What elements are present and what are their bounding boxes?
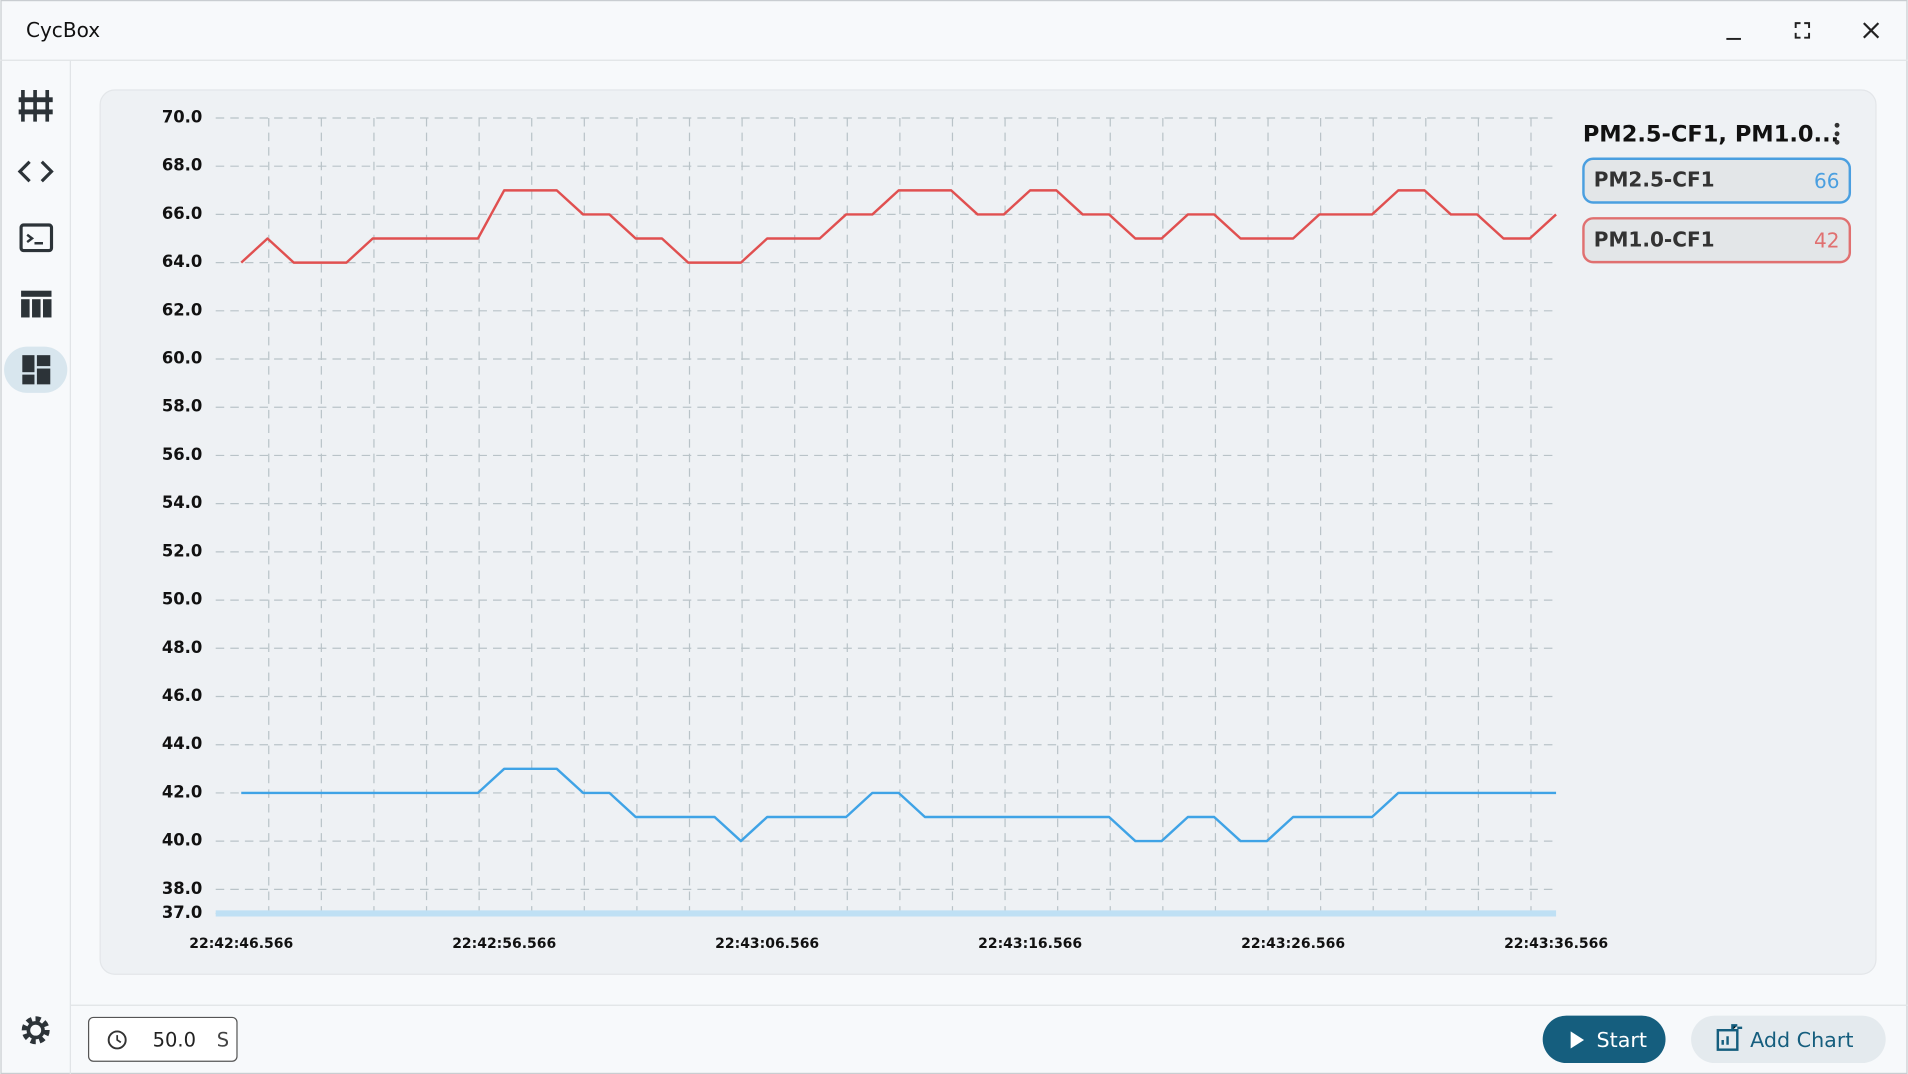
nav-settings[interactable] xyxy=(21,1016,50,1045)
duration-unit: S xyxy=(217,1029,229,1052)
legend-value: 42 xyxy=(1814,229,1840,253)
app-title: CycBox xyxy=(26,18,100,42)
nav-dashboard[interactable] xyxy=(4,346,68,393)
nav-terminal[interactable] xyxy=(19,223,54,253)
x-tick-label: 22:42:46.566 xyxy=(189,936,293,952)
x-tick-label: 22:42:56.566 xyxy=(452,936,556,952)
y-tick-label: 44.0 xyxy=(162,734,202,753)
start-button[interactable]: Start xyxy=(1542,1015,1666,1064)
y-tick-label: 52.0 xyxy=(162,541,202,560)
x-tick-label: 22:43:26.566 xyxy=(1241,936,1345,952)
y-tick-label: 70.0 xyxy=(162,107,202,126)
y-tick-label: 54.0 xyxy=(162,493,202,512)
legend-item[interactable]: PM1.0-CF1 42 xyxy=(1582,217,1852,264)
y-tick-label: 50.0 xyxy=(162,590,202,609)
nav-table[interactable] xyxy=(21,290,52,318)
legend-item[interactable]: PM2.5-CF1 66 xyxy=(1582,157,1852,204)
nav-connections[interactable] xyxy=(18,90,53,122)
legend: PM2.5-CF1 66 PM1.0-CF1 42 xyxy=(1582,157,1852,264)
y-tick-label: 46.0 xyxy=(162,686,202,705)
legend-box xyxy=(1582,217,1852,264)
series-line xyxy=(240,189,1557,264)
y-tick-label: 66.0 xyxy=(162,204,202,223)
close-button[interactable] xyxy=(1863,22,1880,39)
legend-box xyxy=(1582,157,1852,204)
y-tick-label: 64.0 xyxy=(162,252,202,271)
add-chart-button[interactable]: Add Chart xyxy=(1691,1015,1886,1064)
maximize-button[interactable] xyxy=(1794,22,1811,39)
y-tick-label: 37.0 xyxy=(162,903,202,922)
legend-label: PM1.0-CF1 xyxy=(1594,227,1715,251)
plot-area: 37.0 38.0 40.0 42.0 44.0 46.0 48.0 50.0 52.0 54.0… xyxy=(162,107,1608,951)
legend-title: PM2.5-CF1, PM1.0... xyxy=(1583,122,1839,148)
y-tick-label: 42.0 xyxy=(162,782,202,801)
add-chart-label: Add Chart xyxy=(1750,1028,1853,1052)
nav-code[interactable] xyxy=(17,160,54,183)
duration-value: 50.0 xyxy=(153,1029,196,1052)
x-tick-label: 22:43:16.566 xyxy=(978,936,1082,952)
legend-menu[interactable] xyxy=(1834,122,1840,145)
y-tick-label: 38.0 xyxy=(162,879,202,898)
y-tick-label: 40.0 xyxy=(162,831,202,850)
legend-label: PM2.5-CF1 xyxy=(1594,168,1715,192)
x-tick-label: 22:43:06.566 xyxy=(715,936,819,952)
start-label: Start xyxy=(1597,1028,1647,1052)
y-tick-label: 68.0 xyxy=(162,156,202,175)
y-tick-label: 60.0 xyxy=(162,349,202,368)
series-line xyxy=(241,767,1557,843)
x-tick-label: 22:43:36.566 xyxy=(1504,936,1608,952)
y-tick-label: 56.0 xyxy=(162,445,202,464)
y-tick-label: 62.0 xyxy=(162,300,202,319)
duration-field[interactable]: 50.0 S xyxy=(87,1016,238,1062)
y-tick-label: 48.0 xyxy=(162,638,202,657)
legend-value: 66 xyxy=(1814,169,1840,193)
y-tick-label: 58.0 xyxy=(162,397,202,416)
